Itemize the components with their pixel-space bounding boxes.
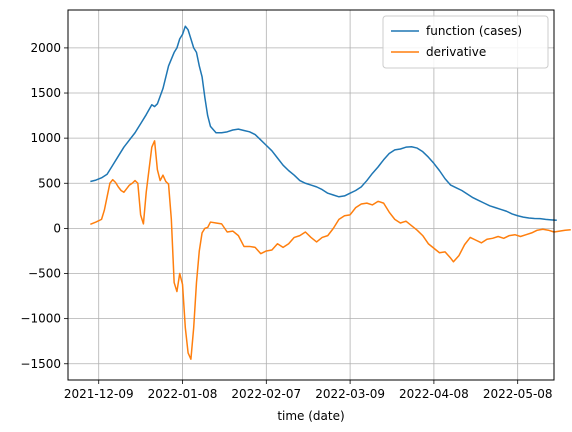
- series-line-2: [90, 140, 571, 360]
- x-axis: 2021-12-09 2022-01-08 2022-02-07 2022-03-09…: [64, 380, 553, 401]
- y-axis: −1500 −1000 −500 0 500 1000 1500 2000: [20, 41, 68, 371]
- y-tick-label: 500: [38, 176, 61, 190]
- plot-area-frame: [67, 9, 555, 381]
- legend: function (cases) derivative: [382, 15, 549, 69]
- y-tick-label: 1000: [30, 131, 61, 145]
- x-tick-label: 2022-04-08: [399, 387, 469, 401]
- y-tick-label: 2000: [30, 41, 61, 55]
- grid: [68, 10, 554, 380]
- y-tick-label: 1500: [30, 86, 61, 100]
- y-tick-label: −1500: [20, 357, 61, 371]
- x-tick-label: 2022-03-09: [315, 387, 385, 401]
- x-tick-label: 2022-05-08: [483, 387, 553, 401]
- x-axis-title: time (date): [277, 409, 344, 423]
- legend-box: [382, 15, 549, 69]
- x-tick-label: 2022-01-08: [148, 387, 218, 401]
- y-tick-label: −500: [28, 267, 61, 281]
- legend-label-1: function (cases): [426, 24, 522, 38]
- x-tick-label: 2021-12-09: [64, 387, 134, 401]
- series-layer: [90, 25, 571, 360]
- series-line-1: [90, 25, 557, 222]
- y-tick-label: −1000: [20, 312, 61, 326]
- y-tick-label: 0: [53, 221, 61, 235]
- x-tick-label: 2022-02-07: [231, 387, 301, 401]
- legend-label-2: derivative: [426, 45, 486, 59]
